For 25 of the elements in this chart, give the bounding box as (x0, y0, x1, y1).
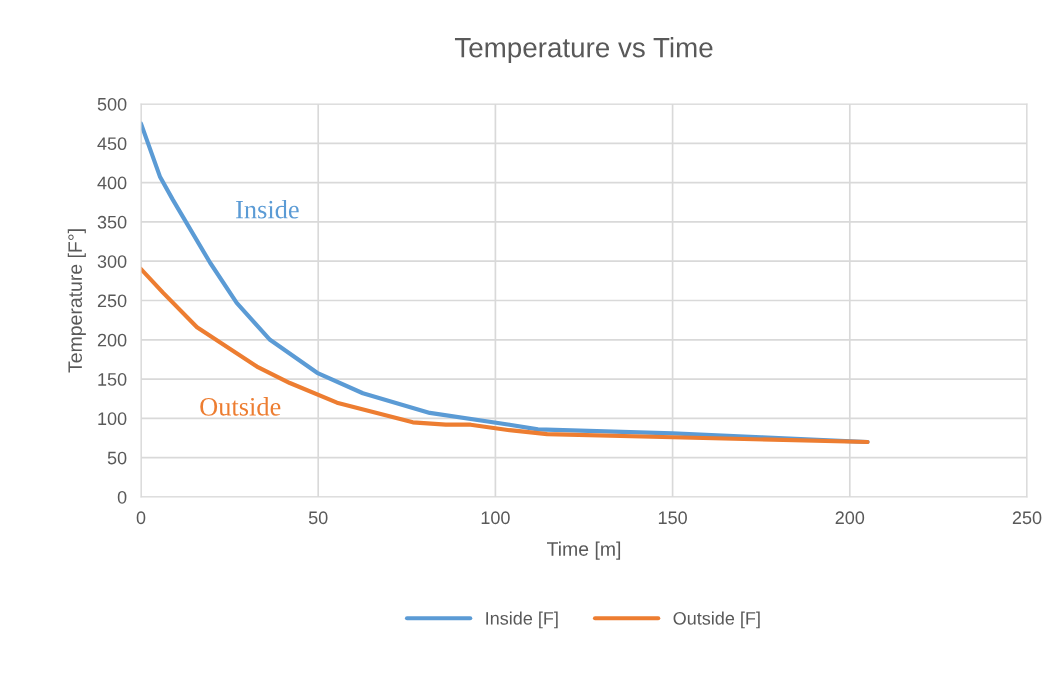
chart-title: Temperature vs Time (454, 37, 713, 63)
x-axis-title: Time [m] (547, 541, 621, 560)
y-tick-label: 500 (97, 97, 127, 111)
y-tick-label: 0 (117, 490, 127, 504)
line-series (141, 266, 870, 445)
x-tick-label: 100 (481, 511, 510, 525)
y-tick-label: 50 (107, 451, 127, 465)
annotation: Inside (236, 199, 299, 219)
legend-label: Inside [F] (486, 611, 558, 629)
legend-label: Outside [F] (673, 611, 760, 629)
x-tick-label: 200 (835, 511, 865, 525)
y-tick-label: 200 (97, 333, 127, 347)
y-tick-label: 350 (97, 215, 127, 229)
y-tick-label: 250 (97, 294, 127, 308)
y-tick-label: 100 (98, 412, 127, 426)
y-axis-title: Temperature [F°] (67, 229, 86, 373)
y-tick-label: 450 (97, 137, 127, 151)
y-tick-label: 400 (97, 176, 127, 190)
y-tick-label: 300 (97, 255, 127, 268)
x-tick-label: 0 (136, 511, 146, 525)
annotation: Outside (200, 397, 281, 416)
x-tick-label: 50 (308, 511, 328, 525)
x-tick-label: 150 (658, 511, 687, 525)
x-tick-label: 250 (1012, 511, 1042, 525)
y-tick-label: 150 (98, 373, 127, 386)
